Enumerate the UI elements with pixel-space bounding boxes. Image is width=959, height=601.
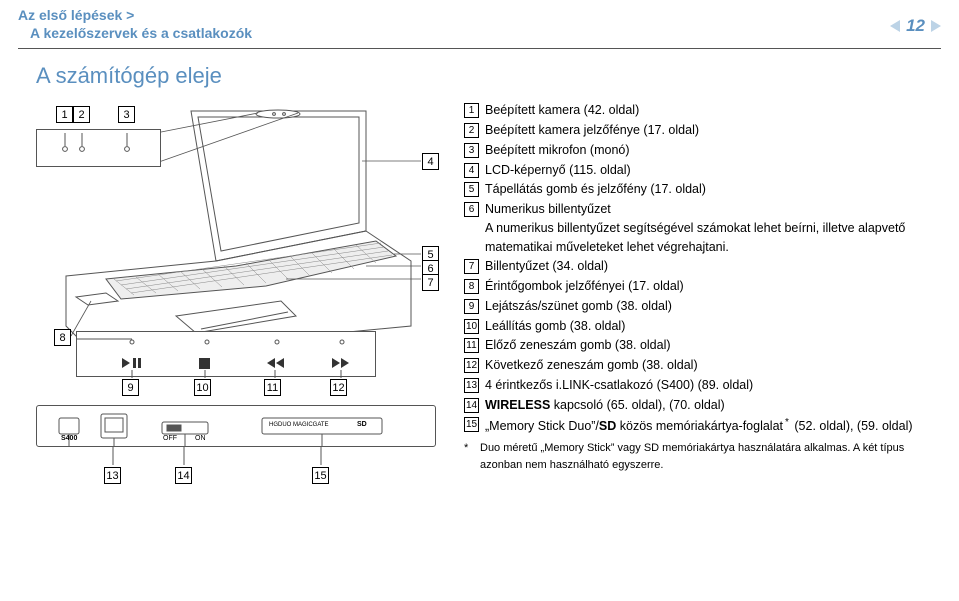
label-off: OFF bbox=[163, 435, 177, 442]
callout-13: 13 bbox=[104, 467, 121, 484]
list-item-text: Beépített kamera (42. oldal) bbox=[485, 101, 941, 120]
list-item-number: 1 bbox=[464, 103, 479, 118]
list-item-text: Numerikus billentyűzetA numerikus billen… bbox=[485, 200, 941, 256]
callout-14: 14 bbox=[175, 467, 192, 484]
list-item-text: „Memory Stick Duo”/SD közös memóriakárty… bbox=[485, 415, 941, 436]
list-item: 9 Lejátszás/szünet gomb (38. oldal) bbox=[464, 297, 941, 316]
list-item-text: Tápellátás gomb és jelzőfény (17. oldal) bbox=[485, 180, 941, 199]
callout-4: 4 bbox=[422, 153, 439, 170]
callout-1: 1 bbox=[56, 106, 73, 123]
list-item-number: 7 bbox=[464, 259, 479, 274]
list-item-number: 13 bbox=[464, 378, 479, 393]
footnote: *Duo méretű „Memory Stick” vagy SD memór… bbox=[464, 440, 941, 473]
list-item-text: Előző zeneszám gomb (38. oldal) bbox=[485, 336, 941, 355]
breadcrumb-top: Az első lépések > bbox=[18, 7, 134, 23]
list-item-text: Érintőgombok jelzőfényei (17. oldal) bbox=[485, 277, 941, 296]
callout-15: 15 bbox=[312, 467, 329, 484]
callout-2: 2 bbox=[73, 106, 90, 123]
list-item-number: 6 bbox=[464, 202, 479, 217]
diagram-column: 1 2 3 4 5 6 7 bbox=[36, 101, 436, 491]
list-item-number: 5 bbox=[464, 182, 479, 197]
page-number-value: 12 bbox=[906, 16, 925, 36]
callout-10: 10 bbox=[194, 379, 211, 396]
list-item: 6 Numerikus billentyűzetA numerikus bille… bbox=[464, 200, 941, 256]
list-item-text: Billentyűzet (34. oldal) bbox=[485, 257, 941, 276]
label-s400: S400 bbox=[61, 435, 77, 442]
callout-9: 9 bbox=[122, 379, 139, 396]
header-divider bbox=[18, 48, 941, 49]
list-item-number: 10 bbox=[464, 319, 479, 334]
list-item-number: 9 bbox=[464, 299, 479, 314]
list-item-text: Lejátszás/szünet gomb (38. oldal) bbox=[485, 297, 941, 316]
list-item: 11 Előző zeneszám gomb (38. oldal) bbox=[464, 336, 941, 355]
list-item: 1 Beépített kamera (42. oldal) bbox=[464, 101, 941, 120]
list-item: 5 Tápellátás gomb és jelzőfény (17. oldal… bbox=[464, 180, 941, 199]
breadcrumb: Az első lépések > A kezelőszervek és a c… bbox=[18, 6, 252, 42]
callout-3: 3 bbox=[118, 106, 135, 123]
list-item-text: WIRELESS kapcsoló (65. oldal), (70. olda… bbox=[485, 396, 941, 415]
list-item-text: Beépített mikrofon (monó) bbox=[485, 141, 941, 160]
list-item-number: 8 bbox=[464, 279, 479, 294]
list-item-number: 11 bbox=[464, 338, 479, 353]
callout-12: 12 bbox=[330, 379, 347, 396]
list-item: 10 Leállítás gomb (38. oldal) bbox=[464, 317, 941, 336]
callout-7: 7 bbox=[422, 274, 439, 291]
list-item-text: Beépített kamera jelzőfénye (17. oldal) bbox=[485, 121, 941, 140]
list-item-number: 15 bbox=[464, 417, 479, 432]
list-item: 7 Billentyűzet (34. oldal) bbox=[464, 257, 941, 276]
list-item-text: 4 érintkezős i.LINK-csatlakozó (S400) (8… bbox=[485, 376, 941, 395]
front-panel-diagram: S400 OFF ON HGDUO MAGICGATE SD bbox=[36, 405, 436, 447]
callout-list: 1 Beépített kamera (42. oldal) 2 Beépített … bbox=[464, 101, 941, 491]
label-hgduo: HGDUO MAGICGATE bbox=[269, 422, 329, 428]
list-item: 12 Következő zeneszám gomb (38. oldal) bbox=[464, 356, 941, 375]
list-item-number: 2 bbox=[464, 123, 479, 138]
breadcrumb-sub: A kezelőszervek és a csatlakozók bbox=[18, 24, 252, 42]
list-item-text: Leállítás gomb (38. oldal) bbox=[485, 317, 941, 336]
page-title: A számítógép eleje bbox=[0, 63, 959, 101]
label-on: ON bbox=[195, 435, 206, 442]
next-arrow-icon[interactable] bbox=[931, 20, 941, 32]
list-item: 13 4 érintkezős i.LINK-csatlakozó (S400) … bbox=[464, 376, 941, 395]
list-item: 15 „Memory Stick Duo”/SD közös memóriakár… bbox=[464, 415, 941, 436]
label-sd: SD bbox=[357, 421, 367, 428]
list-item-text: LCD-képernyő (115. oldal) bbox=[485, 161, 941, 180]
list-item-number: 4 bbox=[464, 163, 479, 178]
list-item: 14 WIRELESS kapcsoló (65. oldal), (70. ol… bbox=[464, 396, 941, 415]
list-item-number: 12 bbox=[464, 358, 479, 373]
callout-11: 11 bbox=[264, 379, 281, 396]
list-item: 4 LCD-képernyő (115. oldal) bbox=[464, 161, 941, 180]
list-item: 8 Érintőgombok jelzőfényei (17. oldal) bbox=[464, 277, 941, 296]
list-item-text: Következő zeneszám gomb (38. oldal) bbox=[485, 356, 941, 375]
page-number: 12 bbox=[890, 6, 941, 36]
callout-8: 8 bbox=[54, 329, 71, 346]
list-item: 3 Beépített mikrofon (monó) bbox=[464, 141, 941, 160]
list-item-number: 3 bbox=[464, 143, 479, 158]
prev-arrow-icon[interactable] bbox=[890, 20, 900, 32]
laptop-diagram: 1 2 3 4 5 6 7 bbox=[36, 101, 436, 371]
list-item-number: 14 bbox=[464, 398, 479, 413]
list-item: 2 Beépített kamera jelzőfénye (17. oldal) bbox=[464, 121, 941, 140]
